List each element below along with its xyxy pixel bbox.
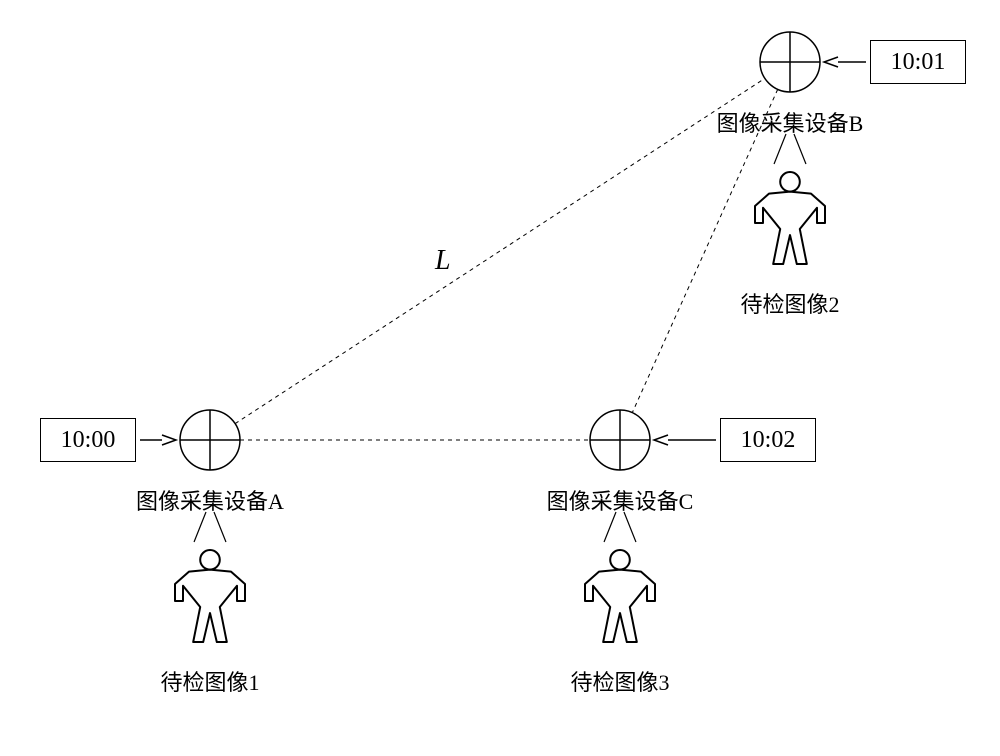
fov-right-c bbox=[624, 512, 636, 542]
node-circle-a bbox=[180, 410, 240, 470]
edge-A-B bbox=[235, 78, 765, 423]
device-label-a: 图像采集设备A bbox=[110, 484, 310, 516]
device-label-b: 图像采集设备B bbox=[690, 106, 890, 138]
timebox-b: 10:01 bbox=[870, 40, 966, 84]
fov-left-a bbox=[194, 512, 206, 542]
fov-left-b bbox=[774, 134, 786, 164]
diagram-stage: 10:00 10:01 10:02 图像采集设备A 图像采集设备B 图像采集设备… bbox=[0, 0, 1000, 756]
person-icon-a bbox=[175, 550, 245, 642]
image-label-b: 待检图像2 bbox=[690, 287, 890, 319]
person-icon-c bbox=[585, 550, 655, 642]
time-c: 10:02 bbox=[741, 427, 796, 454]
time-arrow-head-b bbox=[824, 57, 838, 67]
image-label-c: 待检图像3 bbox=[520, 665, 720, 697]
fov-right-b bbox=[794, 134, 806, 164]
node-circle-c bbox=[590, 410, 650, 470]
time-arrow-head-c bbox=[654, 435, 668, 445]
time-arrow-head-a bbox=[162, 435, 176, 445]
edge-label-l: L bbox=[435, 245, 451, 277]
timebox-a: 10:00 bbox=[40, 418, 136, 462]
device-label-c: 图像采集设备C bbox=[520, 484, 720, 516]
node-circle-b bbox=[760, 32, 820, 92]
image-label-a: 待检图像1 bbox=[110, 665, 310, 697]
fov-right-a bbox=[214, 512, 226, 542]
person-icon-b bbox=[755, 172, 825, 264]
timebox-c: 10:02 bbox=[720, 418, 816, 462]
time-b: 10:01 bbox=[891, 49, 946, 76]
fov-left-c bbox=[604, 512, 616, 542]
time-a: 10:00 bbox=[61, 427, 116, 454]
